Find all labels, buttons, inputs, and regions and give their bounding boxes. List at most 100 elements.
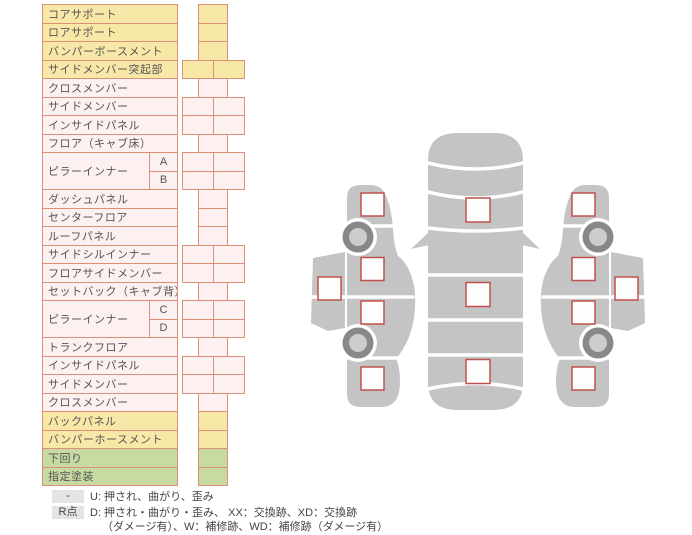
legend-badge: - xyxy=(52,490,84,503)
part-label: フロアサイドメンバー xyxy=(42,263,178,283)
right-front-wheel-hub xyxy=(589,228,607,246)
damage-cell-right[interactable] xyxy=(213,96,245,116)
legend-text: D: 押され・曲がり・歪み、 XX：交換跡、XD：交換跡 xyxy=(90,507,358,519)
damage-cell-left[interactable] xyxy=(182,96,214,116)
part-label: クロスメンバー xyxy=(42,392,178,412)
part-label: 指定塗装 xyxy=(42,466,178,486)
right-rear-wheel-hub xyxy=(589,334,607,352)
damage-cell-left[interactable] xyxy=(182,355,214,375)
part-label: コアサポート xyxy=(42,4,178,24)
damage-cell-right[interactable] xyxy=(213,170,245,190)
part-label: セットバック（キャブ背） xyxy=(42,281,178,301)
damage-cell-left[interactable] xyxy=(182,59,214,79)
legend-row: - U: 押され、曲がり、歪み xyxy=(52,490,612,504)
part-label: バンパーホースメント xyxy=(42,429,178,449)
windshield-line xyxy=(426,226,525,233)
car-damage-diagram xyxy=(308,133,648,410)
right-mirror-icon xyxy=(522,232,540,249)
part-label: ピラーインナー xyxy=(42,152,150,190)
part-label: ダッシュパネル xyxy=(42,189,178,209)
damage-cell[interactable] xyxy=(198,281,228,301)
damage-cell-right[interactable] xyxy=(213,300,245,320)
damage-cell-right[interactable] xyxy=(213,115,245,135)
damage-cell-right[interactable] xyxy=(213,59,245,79)
marker-right-side-sill[interactable] xyxy=(614,276,639,301)
damage-cell[interactable] xyxy=(198,392,228,412)
damage-cell[interactable] xyxy=(198,466,228,486)
part-label: サイドメンバー突起部 xyxy=(42,59,178,79)
damage-cell-right[interactable] xyxy=(213,244,245,264)
marker-trunk[interactable] xyxy=(465,358,491,385)
legend-text: U: 押され、曲がり、歪み xyxy=(90,491,214,503)
part-label: センターフロア xyxy=(42,207,178,227)
marker-left-front-door[interactable] xyxy=(360,256,385,282)
damage-cell-right[interactable] xyxy=(213,152,245,172)
marker-left-side-sill[interactable] xyxy=(317,276,342,301)
part-label: ピラーインナー xyxy=(42,300,150,338)
damage-cell-left[interactable] xyxy=(182,300,214,320)
marker-right-front-fender[interactable] xyxy=(571,192,596,217)
part-label: インサイドパネル xyxy=(42,115,178,135)
damage-cell-left[interactable] xyxy=(182,263,214,283)
part-label: フロア（キャブ床） xyxy=(42,133,178,153)
marker-right-front-door[interactable] xyxy=(571,256,596,282)
part-sublabel: B xyxy=(149,170,178,190)
damage-cell[interactable] xyxy=(198,207,228,227)
marker-left-front-fender[interactable] xyxy=(360,192,385,217)
part-label: サイドメンバー xyxy=(42,374,178,394)
part-label: ルーフパネル xyxy=(42,226,178,246)
damage-cell[interactable] xyxy=(198,226,228,246)
damage-cell[interactable] xyxy=(198,429,228,449)
damage-cell-right[interactable] xyxy=(213,263,245,283)
damage-cell[interactable] xyxy=(198,41,228,61)
top-view xyxy=(411,133,540,410)
right-side-view xyxy=(540,185,648,407)
damage-cell[interactable] xyxy=(198,337,228,357)
part-label: クロスメンバー xyxy=(42,78,178,98)
part-label: サイドシルインナー xyxy=(42,244,178,264)
marker-hood[interactable] xyxy=(465,197,491,223)
marker-right-rear-fender[interactable] xyxy=(571,366,596,391)
damage-cell-left[interactable] xyxy=(182,318,214,338)
left-rear-wheel-hub xyxy=(349,334,367,352)
left-side-view xyxy=(308,185,416,407)
marker-right-rear-door[interactable] xyxy=(571,300,596,325)
part-label: バックパネル xyxy=(42,411,178,431)
part-sublabel: C xyxy=(149,300,178,320)
damage-cell[interactable] xyxy=(198,448,228,468)
legend-text: （ダメージ有）、W：補修跡、WD：補修跡（ダメージ有） xyxy=(102,521,389,533)
left-mirror-icon xyxy=(411,232,429,249)
damage-cell[interactable] xyxy=(198,189,228,209)
damage-cell[interactable] xyxy=(198,78,228,98)
damage-cell-right[interactable] xyxy=(213,318,245,338)
marker-left-rear-fender[interactable] xyxy=(360,366,385,391)
damage-cell-left[interactable] xyxy=(182,115,214,135)
legend-row: R点 D: 押され・曲がり・歪み、 XX：交換跡、XD：交換跡 （ダメージ有）、W：… xyxy=(52,506,612,534)
damage-cell-right[interactable] xyxy=(213,374,245,394)
marker-roof[interactable] xyxy=(465,281,491,308)
damage-cell-left[interactable] xyxy=(182,244,214,264)
damage-cell-right[interactable] xyxy=(213,355,245,375)
legend-badge: R点 xyxy=(52,506,84,519)
damage-cell[interactable] xyxy=(198,22,228,42)
marker-left-rear-door[interactable] xyxy=(360,300,385,325)
damage-code-legend: - U: 押され、曲がり、歪み R点 D: 押され・曲がり・歪み、 XX：交換跡、XD… xyxy=(52,490,612,535)
damage-cell[interactable] xyxy=(198,4,228,24)
damage-cell-left[interactable] xyxy=(182,152,214,172)
damage-cell[interactable] xyxy=(198,411,228,431)
part-label: サイドメンバー xyxy=(42,96,178,116)
part-label: 下回り xyxy=(42,448,178,468)
damage-cell-left[interactable] xyxy=(182,374,214,394)
part-sublabel: D xyxy=(149,318,178,338)
part-sublabel: A xyxy=(149,152,178,172)
part-label: トランクフロア xyxy=(42,337,178,357)
damage-cell[interactable] xyxy=(198,133,228,153)
part-label: ロアサポート xyxy=(42,22,178,42)
part-label: バンパーボースメント xyxy=(42,41,178,61)
parts-table: コアサポート ロアサポート バンパーボースメント サイドメンバー突起部 クロスメンバーサ… xyxy=(42,4,252,490)
front-bumper-line xyxy=(426,161,525,171)
damage-cell-left[interactable] xyxy=(182,170,214,190)
top-view-body xyxy=(428,133,523,410)
left-front-wheel-hub xyxy=(349,228,367,246)
